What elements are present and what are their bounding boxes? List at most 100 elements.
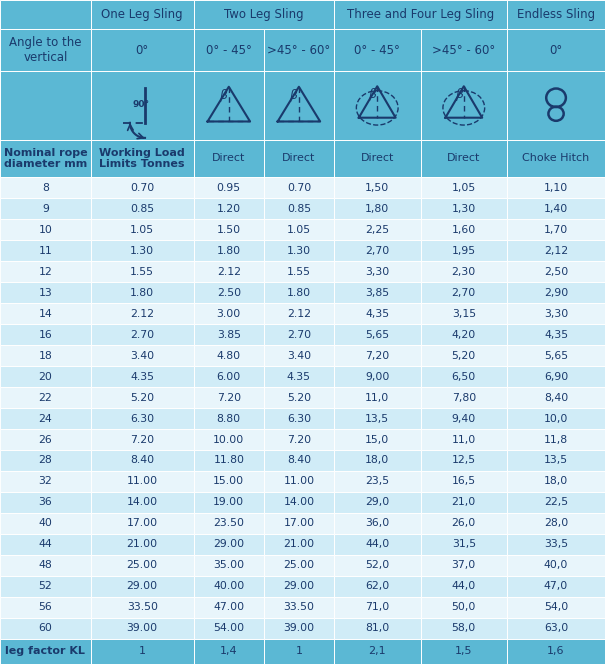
Text: 22: 22 [39,392,52,402]
Text: Nominal rope
diameter mm: Nominal rope diameter mm [4,147,87,169]
Text: 1,10: 1,10 [544,183,568,193]
Text: 3.85: 3.85 [217,329,241,339]
Text: 29,0: 29,0 [365,497,390,507]
Text: 2,1: 2,1 [368,647,386,657]
Bar [334,597,420,618]
Bar [420,71,507,139]
Bar [264,366,334,387]
Text: 24: 24 [39,414,52,424]
Text: 2.12: 2.12 [217,267,241,277]
Text: 7,80: 7,80 [452,392,476,402]
Text: >45° - 60°: >45° - 60° [267,44,330,57]
Bar [0,240,91,261]
Bar [91,429,194,450]
Text: 2,12: 2,12 [544,246,568,256]
Bar [91,71,194,139]
Text: 11.80: 11.80 [214,456,244,465]
Bar [91,261,194,282]
Bar [334,429,420,450]
Text: 32: 32 [39,477,52,487]
Bar [334,240,420,261]
Text: 21.00: 21.00 [283,539,315,549]
Text: 6,90: 6,90 [544,372,568,382]
Text: 1.80: 1.80 [130,288,154,297]
Text: 3.40: 3.40 [287,351,311,361]
Bar [264,29,334,71]
Text: Angle to the
vertical: Angle to the vertical [9,37,82,64]
Bar [420,366,507,387]
Text: 1,80: 1,80 [365,204,390,214]
Bar [507,429,605,450]
Bar [194,240,264,261]
Bar [194,639,264,664]
Text: 44,0: 44,0 [452,582,476,592]
Bar [0,513,91,534]
Bar [91,618,194,639]
Bar [334,366,420,387]
Text: Three and Four Leg Sling: Three and Four Leg Sling [347,8,494,21]
Bar [0,576,91,597]
Text: 11,0: 11,0 [452,434,476,444]
Bar [507,324,605,345]
Bar [91,282,194,303]
Bar [0,282,91,303]
Text: 60: 60 [38,623,52,633]
Bar [507,0,605,29]
Bar [0,492,91,513]
Text: 29.00: 29.00 [126,582,158,592]
Bar [507,71,605,139]
Bar [0,618,91,639]
Text: 40,0: 40,0 [544,560,568,570]
Text: 3,30: 3,30 [365,267,390,277]
Text: 58,0: 58,0 [452,623,476,633]
Text: 15,0: 15,0 [365,434,390,444]
Text: 3,30: 3,30 [544,309,568,319]
Bar [91,219,194,240]
Text: 5.20: 5.20 [130,392,154,402]
Text: 15.00: 15.00 [213,477,244,487]
Bar [264,576,334,597]
Text: Choke Hitch: Choke Hitch [523,153,590,163]
Text: 1.20: 1.20 [217,204,241,214]
Text: Direct: Direct [447,153,480,163]
Bar [507,219,605,240]
Text: 56: 56 [39,602,52,612]
Bar [507,576,605,597]
Bar [91,492,194,513]
Bar [507,303,605,324]
Bar [194,261,264,282]
Text: 7.20: 7.20 [130,434,154,444]
Text: 81,0: 81,0 [365,623,390,633]
Text: 0.70: 0.70 [130,183,154,193]
Bar [194,177,264,199]
Text: 14: 14 [39,309,52,319]
Bar [507,199,605,219]
Bar [334,492,420,513]
Text: 2.12: 2.12 [287,309,311,319]
Bar [507,534,605,555]
Text: 2,70: 2,70 [365,246,390,256]
Bar [420,492,507,513]
Text: 16,5: 16,5 [452,477,476,487]
Text: 2,90: 2,90 [544,288,568,297]
Text: 1,5: 1,5 [455,647,473,657]
Text: 0.95: 0.95 [217,183,241,193]
Bar [0,0,91,29]
Bar [334,576,420,597]
Text: 0°: 0° [549,44,563,57]
Text: 28,0: 28,0 [544,519,568,529]
Text: 0.70: 0.70 [287,183,311,193]
Text: 50,0: 50,0 [451,602,476,612]
Bar [264,303,334,324]
Bar [91,29,194,71]
Bar [194,555,264,576]
Bar [264,513,334,534]
Bar [420,513,507,534]
Bar [91,450,194,471]
Text: 10,0: 10,0 [544,414,568,424]
Bar [264,597,334,618]
Text: 6,50: 6,50 [452,372,476,382]
Text: 71,0: 71,0 [365,602,390,612]
Text: One Leg Sling: One Leg Sling [102,8,183,21]
Bar [264,408,334,429]
